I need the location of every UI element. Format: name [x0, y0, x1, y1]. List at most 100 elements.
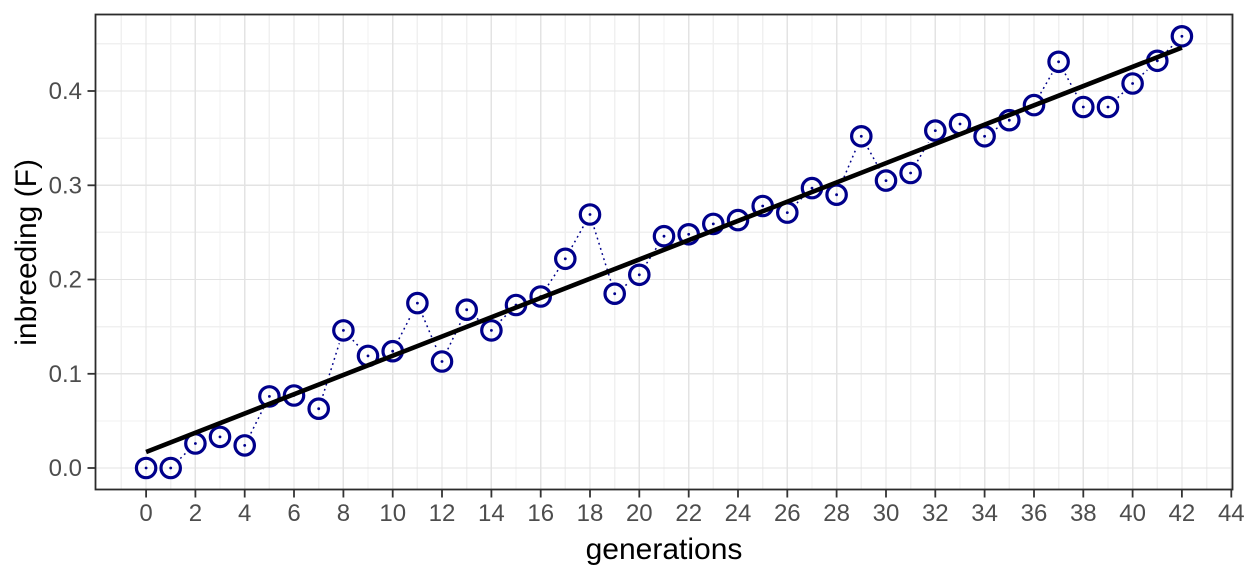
x-tick-label: 4	[238, 500, 251, 527]
data-point-center-dot	[983, 134, 986, 138]
data-point-center-dot	[785, 211, 789, 215]
x-tick-label: 12	[429, 500, 456, 527]
x-tick-label: 20	[626, 500, 653, 527]
data-point-center-dot	[1180, 34, 1184, 38]
y-tick-label: 0.1	[49, 361, 82, 388]
data-point	[455, 298, 478, 321]
x-axis: 0 2 4 6 8 10 12 14 16 18 20 22 24 26 28 30 32 34 36 38 40 42 4…	[139, 490, 1245, 527]
data-point	[332, 319, 355, 342]
data-point-center-dot	[835, 193, 838, 197]
data-point-center-dot	[909, 171, 912, 175]
data-point	[553, 247, 577, 271]
data-point-center-dot	[1155, 59, 1159, 63]
x-tick-label: 28	[823, 500, 850, 527]
data-point-center-dot	[662, 234, 666, 238]
y-tick-label: 0.3	[49, 172, 82, 199]
x-tick-label: 34	[971, 500, 998, 527]
x-tick-label: 10	[379, 500, 406, 527]
data-point	[578, 203, 602, 226]
data-point-center-dot	[1131, 82, 1134, 85]
y-tick-label: 0.4	[49, 78, 82, 105]
data-point-center-dot	[243, 444, 247, 447]
data-point	[899, 161, 922, 185]
data-point-center-dot	[490, 329, 493, 332]
data-point-center-dot	[810, 186, 814, 190]
data-point	[406, 291, 429, 315]
data-point	[233, 434, 256, 457]
x-tick-label: 36	[1021, 500, 1048, 527]
data-point-center-dot	[613, 292, 617, 296]
x-tick-label: 6	[287, 500, 300, 527]
data-point-center-dot	[465, 308, 469, 312]
data-point-center-dot	[144, 466, 148, 470]
data-point-center-dot	[859, 134, 863, 138]
data-point-center-dot	[884, 179, 888, 183]
data-point-center-dot	[933, 129, 937, 133]
data-point-center-dot	[391, 349, 395, 353]
x-tick-label: 2	[189, 500, 202, 527]
data-point	[480, 319, 503, 342]
data-point-center-dot	[563, 257, 567, 261]
data-point	[652, 224, 676, 248]
data-point-center-dot	[711, 222, 715, 226]
data-point-center-dot	[1106, 105, 1110, 109]
x-tick-label: 14	[478, 500, 505, 527]
x-tick-label: 18	[577, 500, 604, 527]
data-point	[603, 282, 626, 305]
data-point	[282, 384, 306, 407]
data-point	[1121, 72, 1144, 95]
x-tick-label: 26	[774, 500, 801, 527]
y-axis-title-text: inbreeding (F)	[10, 158, 43, 346]
data-point	[701, 212, 725, 236]
data-point	[1047, 50, 1070, 74]
data-point	[208, 425, 232, 449]
y-tick-label: 0.0	[49, 455, 82, 482]
data-point	[825, 183, 848, 206]
x-tick-label: 22	[675, 500, 702, 527]
grid-major	[95, 14, 1233, 490]
dotted-connectors	[179, 45, 1173, 460]
panel-border	[94, 13, 1234, 491]
data-point-center-dot	[761, 204, 765, 208]
x-tick-label: 40	[1119, 500, 1146, 527]
data-point	[159, 456, 182, 480]
data-point	[923, 119, 947, 142]
data-point-center-dot	[194, 442, 197, 445]
data-point-center-dot	[440, 360, 444, 363]
grid-minor	[95, 14, 1233, 490]
data-point-center-dot	[416, 301, 419, 305]
data-point-center-dot	[169, 466, 173, 470]
x-tick-label: 44	[1218, 500, 1245, 527]
x-tick-label: 38	[1070, 500, 1097, 527]
x-axis-title: generations	[585, 533, 743, 566]
data-point	[307, 397, 330, 420]
data-point	[1022, 93, 1046, 117]
data-point-center-dot	[958, 122, 962, 126]
data-point	[1072, 95, 1095, 119]
x-tick-label: 32	[922, 500, 949, 527]
data-point	[1170, 24, 1194, 48]
data-point-center-dot	[588, 213, 592, 216]
y-tick-label: 0.2	[49, 267, 82, 294]
x-tick-label: 24	[725, 500, 752, 527]
data-point	[430, 350, 454, 373]
data-point	[726, 208, 750, 232]
x-tick-label: 30	[873, 500, 900, 527]
data-point-center-dot	[1081, 105, 1085, 109]
data-point-center-dot	[218, 435, 222, 439]
x-tick-label: 16	[527, 500, 554, 527]
x-tick-label: 0	[139, 500, 152, 527]
data-point-center-dot	[1007, 118, 1011, 122]
data-point	[134, 456, 158, 480]
data-point	[627, 263, 651, 287]
data-point-center-dot	[687, 232, 691, 236]
data-point-center-dot	[268, 395, 271, 398]
y-axis-title: inbreeding (F)	[6, 14, 48, 490]
data-point-center-dot	[366, 354, 370, 358]
data-point-center-dot	[317, 407, 321, 411]
data-point-center-dot	[637, 273, 641, 277]
data-point	[1096, 95, 1120, 119]
x-tick-label: 42	[1169, 500, 1196, 527]
